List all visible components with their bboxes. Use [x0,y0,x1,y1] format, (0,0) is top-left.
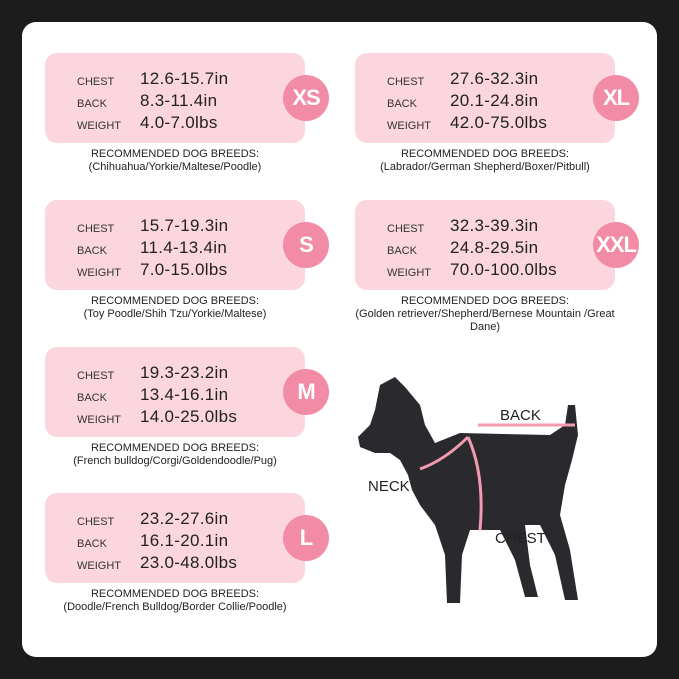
back-value: 20.1-24.8in [450,91,539,110]
size-box: CHEST 27.6-32.3in BACK 20.1-24.8in WEIGH… [355,53,615,143]
recommended-breeds: RECOMMENDED DOG BREEDS: (Chihuahua/Yorkie… [35,148,315,174]
chest-label: CHEST [495,530,546,547]
back-label: BACK [77,538,107,550]
size-badge: XXL [593,222,639,268]
breeds-heading: RECOMMENDED DOG BREEDS: [400,295,570,307]
chest-value: 19.3-23.2in [140,363,229,382]
chest-label: CHEST [77,370,115,382]
size-box: CHEST 19.3-23.2in BACK 13.4-16.1in WEIGH… [45,347,305,437]
weight-label: WEIGHT [77,560,121,572]
chest-label: CHEST [77,223,115,235]
breeds-heading: RECOMMENDED DOG BREEDS: [90,442,260,454]
weight-label: WEIGHT [387,120,431,132]
weight-label: WEIGHT [77,414,121,426]
back-label: BACK [387,245,417,257]
dog-silhouette-icon [358,377,578,603]
dog-diagram: BACK NECK CHEST [350,365,590,620]
size-badge: S [283,222,329,268]
chest-value: 15.7-19.3in [140,216,229,235]
back-label: BACK [500,407,541,424]
back-value: 13.4-16.1in [140,385,229,404]
recommended-breeds: RECOMMENDED DOG BREEDS: (Golden retriever… [345,295,625,334]
recommended-breeds: RECOMMENDED DOG BREEDS: (Labrador/German … [345,148,625,174]
weight-value: 42.0-75.0lbs [450,113,548,132]
chest-value: 27.6-32.3in [450,69,539,88]
chest-label: CHEST [77,76,115,88]
size-badge: M [283,369,329,415]
breeds-heading: RECOMMENDED DOG BREEDS: [400,148,570,160]
back-value: 8.3-11.4in [140,91,218,110]
weight-value: 14.0-25.0lbs [140,407,238,426]
back-value: 11.4-13.4in [140,238,228,257]
breeds-list: (Toy Poodle/Shih Tzu/Yorkie/Maltese) [83,308,267,320]
recommended-breeds: RECOMMENDED DOG BREEDS: (French bulldog/C… [35,442,315,468]
back-value: 16.1-20.1in [140,531,229,550]
back-label: BACK [77,392,107,404]
back-value: 24.8-29.5in [450,238,539,257]
weight-value: 7.0-15.0lbs [140,260,228,279]
size-box: CHEST 15.7-19.3in BACK 11.4-13.4in WEIGH… [45,200,305,290]
breeds-list: (Golden retriever/Shepherd/Bernese Mount… [355,308,615,333]
weight-label: WEIGHT [77,120,121,132]
breeds-list: (French bulldog/Corgi/Goldendoodle/Pug) [73,455,277,467]
size-box: CHEST 23.2-27.6in BACK 16.1-20.1in WEIGH… [45,493,305,583]
size-box: CHEST 32.3-39.3in BACK 24.8-29.5in WEIGH… [355,200,615,290]
recommended-breeds: RECOMMENDED DOG BREEDS: (Toy Poodle/Shih … [35,295,315,321]
weight-value: 4.0-7.0lbs [140,113,218,132]
weight-label: WEIGHT [387,267,431,279]
breeds-heading: RECOMMENDED DOG BREEDS: [90,588,260,600]
size-badge: XL [593,75,639,121]
size-box: CHEST 12.6-15.7in BACK 8.3-11.4in WEIGHT… [45,53,305,143]
weight-value: 70.0-100.0lbs [450,260,557,279]
back-label: BACK [387,98,417,110]
chest-label: CHEST [387,223,425,235]
chest-label: CHEST [387,76,425,88]
breeds-heading: RECOMMENDED DOG BREEDS: [90,148,260,160]
breeds-heading: RECOMMENDED DOG BREEDS: [90,295,260,307]
back-label: BACK [77,98,107,110]
breeds-list: (Chihuahua/Yorkie/Maltese/Poodle) [88,161,262,173]
chest-value: 32.3-39.3in [450,216,539,235]
weight-value: 23.0-48.0lbs [140,553,238,572]
breeds-list: (Doodle/French Bulldog/Border Collie/Poo… [63,601,287,613]
breeds-list: (Labrador/German Shepherd/Boxer/Pitbull) [380,161,590,173]
chest-label: CHEST [77,516,115,528]
chest-value: 23.2-27.6in [140,509,229,528]
size-badge: XS [283,75,329,121]
size-badge: L [283,515,329,561]
chest-value: 12.6-15.7in [140,69,229,88]
back-label: BACK [77,245,107,257]
weight-label: WEIGHT [77,267,121,279]
recommended-breeds: RECOMMENDED DOG BREEDS: (Doodle/French Bu… [35,588,315,614]
neck-label: NECK [368,478,410,495]
